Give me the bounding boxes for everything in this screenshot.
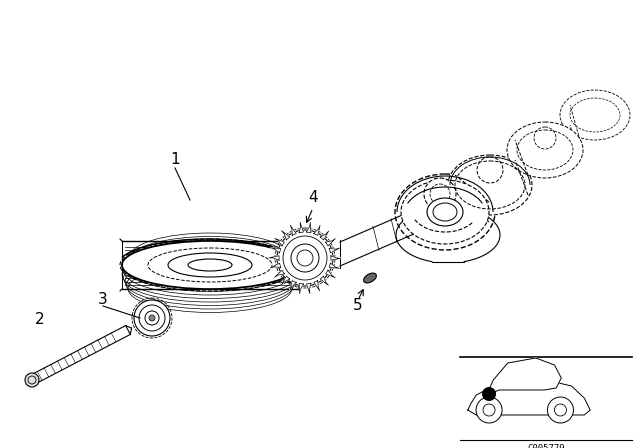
Ellipse shape bbox=[482, 387, 496, 401]
Ellipse shape bbox=[291, 244, 319, 272]
Polygon shape bbox=[269, 256, 279, 260]
Polygon shape bbox=[329, 263, 339, 268]
Text: 5: 5 bbox=[353, 297, 363, 313]
Ellipse shape bbox=[168, 253, 252, 277]
Polygon shape bbox=[271, 248, 281, 253]
Ellipse shape bbox=[149, 315, 155, 321]
Ellipse shape bbox=[476, 397, 502, 423]
Polygon shape bbox=[314, 225, 320, 235]
Polygon shape bbox=[307, 222, 311, 233]
Polygon shape bbox=[299, 283, 303, 293]
Polygon shape bbox=[314, 280, 320, 291]
Polygon shape bbox=[275, 238, 284, 246]
Ellipse shape bbox=[448, 155, 532, 215]
Ellipse shape bbox=[554, 404, 566, 416]
Text: 4: 4 bbox=[308, 190, 318, 206]
Ellipse shape bbox=[424, 178, 456, 210]
Ellipse shape bbox=[122, 241, 298, 289]
Ellipse shape bbox=[560, 90, 630, 140]
Polygon shape bbox=[326, 239, 335, 246]
Polygon shape bbox=[468, 380, 590, 415]
Ellipse shape bbox=[277, 230, 333, 286]
Ellipse shape bbox=[395, 174, 495, 250]
Polygon shape bbox=[29, 326, 131, 384]
Polygon shape bbox=[486, 358, 561, 395]
Text: 1: 1 bbox=[170, 152, 180, 168]
Text: 3: 3 bbox=[98, 293, 108, 307]
Ellipse shape bbox=[364, 273, 376, 283]
Polygon shape bbox=[331, 256, 341, 260]
Polygon shape bbox=[271, 263, 281, 268]
Polygon shape bbox=[290, 225, 296, 235]
Polygon shape bbox=[290, 280, 296, 291]
Ellipse shape bbox=[425, 202, 435, 228]
Ellipse shape bbox=[122, 241, 298, 289]
Text: C005779: C005779 bbox=[527, 444, 565, 448]
Ellipse shape bbox=[427, 198, 463, 226]
Polygon shape bbox=[329, 248, 340, 253]
Ellipse shape bbox=[134, 300, 170, 336]
Polygon shape bbox=[282, 231, 290, 240]
Polygon shape bbox=[299, 222, 303, 233]
Polygon shape bbox=[326, 270, 335, 278]
Polygon shape bbox=[307, 283, 311, 293]
Text: 2: 2 bbox=[35, 313, 45, 327]
Ellipse shape bbox=[401, 180, 489, 244]
Polygon shape bbox=[396, 207, 500, 262]
Polygon shape bbox=[320, 276, 328, 285]
Polygon shape bbox=[320, 231, 329, 240]
Polygon shape bbox=[275, 270, 284, 277]
Ellipse shape bbox=[483, 404, 495, 416]
Ellipse shape bbox=[139, 305, 165, 331]
Ellipse shape bbox=[188, 259, 232, 271]
Ellipse shape bbox=[507, 122, 583, 178]
Ellipse shape bbox=[145, 311, 159, 325]
Polygon shape bbox=[282, 276, 290, 285]
Ellipse shape bbox=[547, 397, 573, 423]
Ellipse shape bbox=[25, 373, 39, 387]
